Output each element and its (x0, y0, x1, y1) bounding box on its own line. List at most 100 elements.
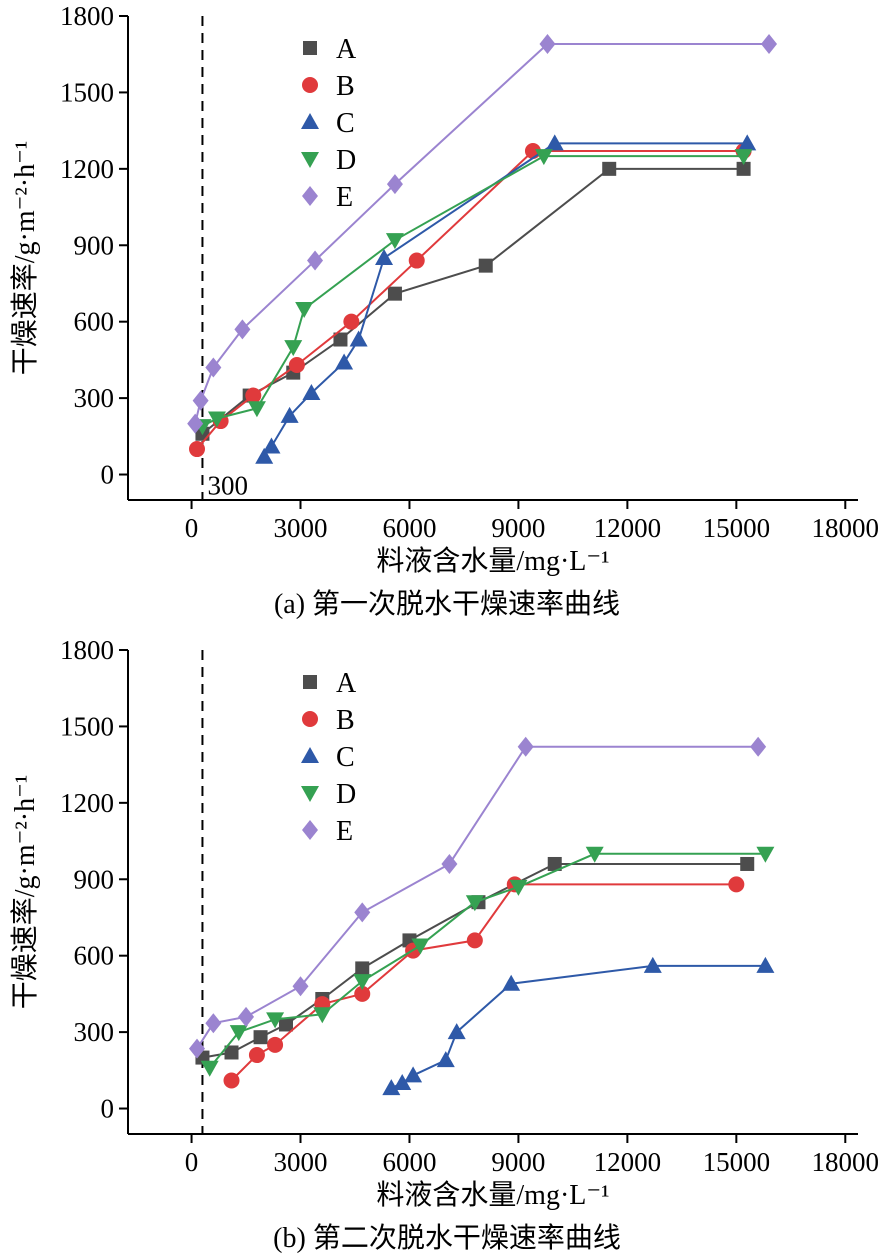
x-tick-label: 18000 (812, 513, 880, 543)
data-point-marker-E (539, 34, 556, 55)
x-tick-label: 15000 (703, 1147, 771, 1177)
chart-b-plot-area: 0 3000 6000 9000 12000 15000 18000 0 300 600 900 12… (60, 635, 879, 1177)
x-axis-title: 料液含水量/mg·L⁻¹ (376, 1179, 609, 1211)
data-point-marker-E (354, 902, 371, 923)
data-point-marker-E (187, 413, 204, 434)
data-point-marker-C (545, 134, 564, 151)
legend-label-B: B (336, 71, 355, 102)
data-point-marker-B (248, 1047, 265, 1064)
data-point-marker-A (387, 286, 402, 301)
y-tick-label: 1800 (60, 1, 114, 31)
data-point-marker-C (262, 437, 281, 454)
data-point-marker-B (354, 985, 371, 1002)
chart-a-canvas: 0 3000 6000 9000 12000 15000 18000 0 300 600 900 12… (9, 1, 879, 620)
y-tick-label: 1500 (60, 711, 114, 741)
series-line-B (230, 883, 737, 1082)
data-point-marker-E (307, 250, 324, 271)
x-tick-label: 12000 (594, 513, 662, 543)
data-point-marker-C (643, 956, 662, 973)
data-point-marker-A (478, 258, 493, 273)
data-point-marker-D (266, 1012, 285, 1029)
x-axis-title: 料液含水量/mg·L⁻¹ (376, 545, 609, 577)
data-point-marker-C (382, 1079, 401, 1096)
x-tick-label: 18000 (812, 1147, 880, 1177)
data-point-marker-B (728, 876, 745, 893)
data-point-marker-A (224, 1045, 239, 1060)
data-point-marker-B (466, 932, 483, 949)
x-tick-label: 9000 (491, 513, 545, 543)
data-point-marker-D (385, 233, 404, 250)
chart-a-plot-area: 0 3000 6000 9000 12000 15000 18000 0 300 600 900 12… (60, 1, 879, 543)
data-point-marker-A (736, 161, 751, 176)
chart-b: 0 3000 6000 9000 12000 15000 18000 0 300 600 900 12… (0, 634, 894, 1258)
data-point-marker-E (386, 174, 403, 195)
x-tick-label: 0 (185, 513, 199, 543)
y-axis-title: 干燥速率/g·m⁻²·h⁻¹ (9, 775, 41, 1010)
y-tick-label: 900 (74, 230, 115, 260)
data-point-marker-B (267, 1036, 284, 1053)
data-point-marker-E (205, 357, 222, 378)
data-point-marker-A (278, 1017, 293, 1032)
y-tick-label: 0 (101, 1094, 115, 1124)
data-point-marker-D (411, 938, 430, 955)
data-point-marker-D (534, 149, 553, 166)
x-tick-label: 6000 (382, 1147, 436, 1177)
data-point-marker-C (436, 1051, 455, 1068)
x-tick-label: 12000 (594, 1147, 662, 1177)
x-tick-label: 3000 (274, 513, 328, 543)
series-line-B (196, 150, 744, 450)
data-point-marker-D (207, 411, 226, 428)
data-point-marker-A (333, 332, 348, 347)
data-point-marker-C (756, 956, 775, 973)
data-point-marker-C (447, 1023, 466, 1040)
data-point-marker-E (761, 34, 778, 55)
data-point-marker-E (189, 1038, 206, 1059)
y-tick-label: 1200 (60, 154, 114, 184)
legend-marker-E (302, 186, 318, 206)
data-point-marker-D (734, 149, 753, 166)
chart-b-caption: (b) 第二次脱水干燥速率曲线 (273, 1222, 621, 1254)
x-tick-label: 9000 (491, 1147, 545, 1177)
data-point-marker-A (740, 856, 755, 871)
legend-marker-A (303, 675, 317, 689)
data-point-marker-D (353, 974, 372, 991)
legend-label-E: E (336, 182, 353, 213)
legend-label-C: C (336, 742, 355, 773)
legend-marker-D (301, 152, 319, 168)
data-point-marker-A (355, 961, 370, 976)
data-point-marker-A (602, 161, 617, 176)
data-point-marker-B (245, 387, 262, 404)
data-point-marker-D (284, 340, 303, 357)
y-tick-label: 0 (101, 460, 115, 490)
data-point-marker-B (408, 252, 425, 269)
data-point-marker-C (255, 447, 274, 464)
y-tick-label: 900 (74, 864, 115, 894)
legend-label-D: D (336, 779, 356, 810)
y-tick-label: 300 (74, 1017, 115, 1047)
data-point-marker-B (288, 356, 305, 373)
y-tick-label: 300 (74, 383, 115, 413)
legend-marker-A (303, 41, 317, 55)
data-point-marker-E (292, 976, 309, 997)
data-point-marker-C (404, 1066, 423, 1083)
data-point-marker-C (502, 974, 521, 991)
legend-label-B: B (336, 705, 355, 736)
data-point-marker-B (189, 441, 206, 458)
data-point-marker-C (738, 134, 757, 151)
data-point-marker-C (375, 249, 394, 265)
data-point-marker-E (441, 853, 458, 874)
data-point-marker-D (465, 895, 484, 912)
data-point-marker-C (335, 353, 354, 370)
legend-label-A: A (336, 34, 357, 65)
chart-a: 0 3000 6000 9000 12000 15000 18000 0 300 600 900 12… (9, 1, 879, 620)
series-line-D (208, 852, 766, 1069)
series-line-C (390, 964, 766, 1090)
data-point-marker-E (750, 736, 767, 757)
data-point-marker-A (547, 856, 562, 871)
data-point-marker-C (393, 1074, 412, 1091)
series-line-D (201, 155, 744, 428)
data-point-marker-C (349, 330, 368, 347)
legend-marker-B (302, 711, 318, 727)
legend-marker-D (301, 786, 319, 802)
